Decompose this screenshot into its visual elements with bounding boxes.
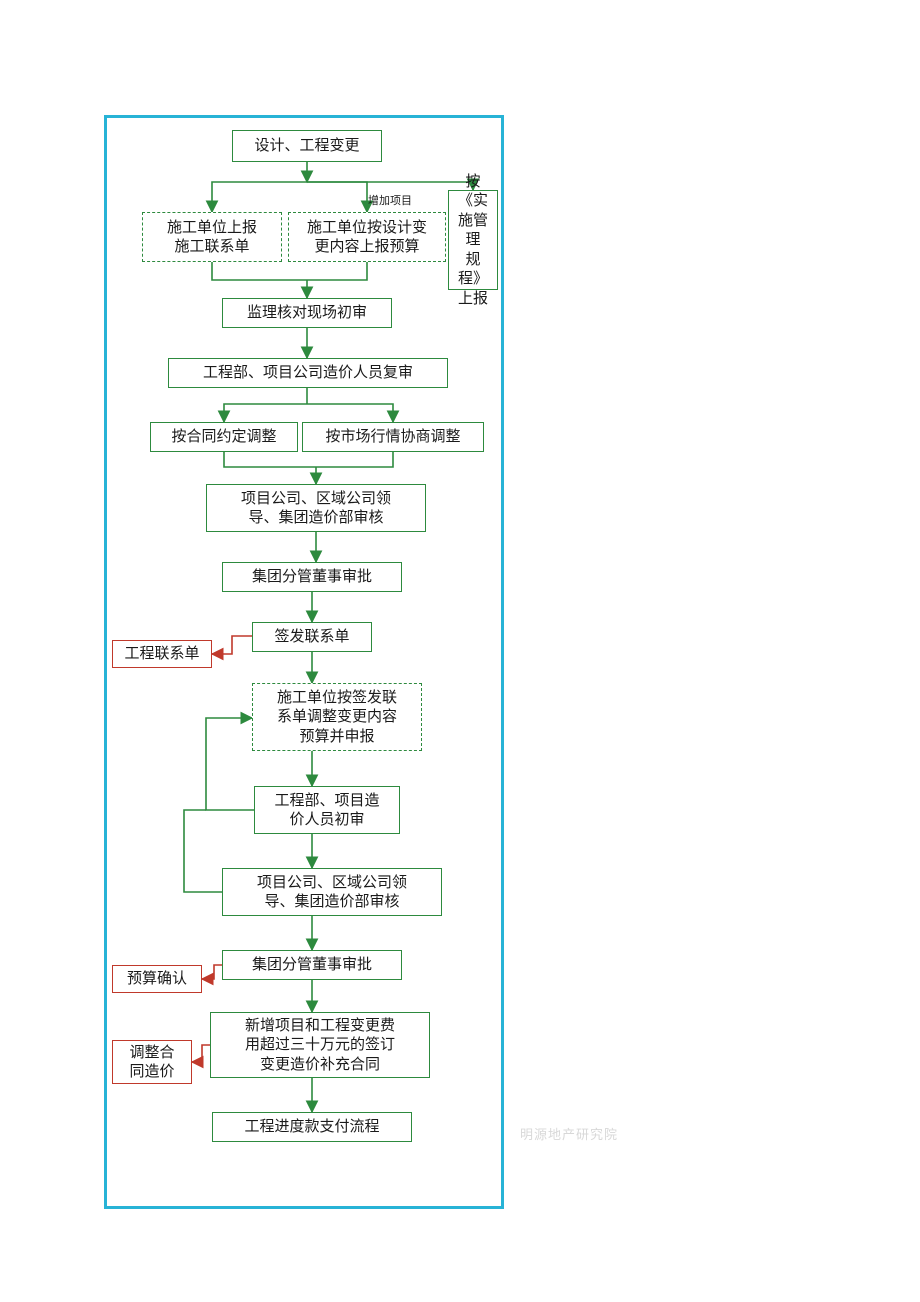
node-n_dir1: 集团分管董事审批	[222, 562, 402, 592]
node-n_lead1: 项目公司、区域公司领 导、集团造价部审核	[206, 484, 426, 532]
node-n_over30: 新增项目和工程变更费 用超过三十万元的签订 变更造价补充合同	[210, 1012, 430, 1078]
node-n_right1: 按《实 施管理 规程》 上报	[448, 190, 498, 290]
node-n_sub2: 施工单位按签发联 系单调整变更内容 预算并申报	[252, 683, 422, 751]
node-n_issue: 签发联系单	[252, 622, 372, 652]
node-n_red3: 调整合 同造价	[112, 1040, 192, 1084]
node-n_adj1: 按合同约定调整	[150, 422, 298, 452]
node-n_lead2: 项目公司、区域公司领 导、集团造价部审核	[222, 868, 442, 916]
node-n_final: 工程进度款支付流程	[212, 1112, 412, 1142]
node-n_top: 设计、工程变更	[232, 130, 382, 162]
node-n_eng2: 工程部、项目造 价人员初审	[254, 786, 400, 834]
node-n_adj2: 按市场行情协商调整	[302, 422, 484, 452]
node-n_mid1: 施工单位按设计变 更内容上报预算	[288, 212, 446, 262]
node-n_red2: 预算确认	[112, 965, 202, 993]
node-n_left1: 施工单位上报 施工联系单	[142, 212, 282, 262]
node-n_dir2: 集团分管董事审批	[222, 950, 402, 980]
node-n_rev: 工程部、项目公司造价人员复审	[168, 358, 448, 388]
watermark: 明源地产研究院	[520, 1124, 618, 1143]
node-n_add: 增加项目	[350, 193, 430, 209]
page: 设计、工程变更施工单位上报 施工联系单施工单位按设计变 更内容上报预算按《实 施…	[0, 0, 920, 1302]
node-n_sup: 监理核对现场初审	[222, 298, 392, 328]
node-n_red1: 工程联系单	[112, 640, 212, 668]
